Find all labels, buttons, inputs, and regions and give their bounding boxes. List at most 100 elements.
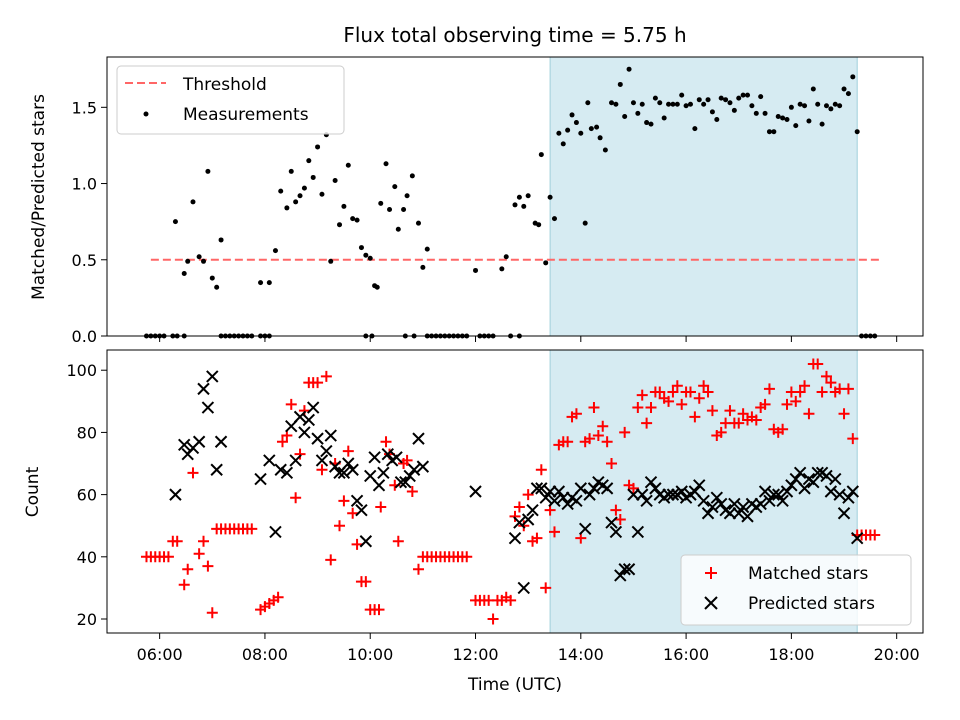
matched-star-point: [684, 386, 696, 398]
measurement-point: [538, 152, 544, 158]
predicted-star-point: [583, 488, 596, 501]
predicted-star-point: [342, 457, 355, 470]
predicted-star-point: [561, 497, 574, 511]
legend-threshold-label: Threshold: [182, 75, 267, 95]
predicted-star-point: [412, 432, 425, 445]
measurement-point: [272, 248, 278, 254]
measurement-point: [345, 162, 351, 168]
predicted-star-point: [521, 513, 535, 526]
matched-star-point: [162, 551, 174, 563]
matched-star-point: [715, 426, 727, 438]
measurement-point: [503, 254, 509, 260]
measurement-point: [293, 199, 299, 205]
measurement-point: [696, 97, 702, 103]
matched-star-point: [375, 501, 387, 513]
matched-star-point: [759, 398, 771, 410]
matched-star-point: [794, 386, 806, 398]
predicted-star-point: [706, 500, 719, 514]
matched-star-point: [373, 604, 385, 616]
matched-star-point: [392, 535, 404, 547]
matched-star-point: [285, 398, 297, 410]
predicted-star-point: [311, 432, 324, 445]
measurement-point: [512, 202, 518, 208]
bottom-plot-marks: [140, 350, 881, 633]
predicted-star-point: [548, 494, 561, 508]
measurement-point: [350, 216, 356, 222]
measurement-point: [387, 206, 393, 212]
legend-matched-swatch: [705, 567, 717, 579]
measurement-point: [731, 107, 737, 113]
matched-star-point: [570, 408, 582, 420]
matched-star-point: [627, 482, 639, 494]
predicted-star-point: [543, 485, 557, 498]
matched-star-point: [198, 535, 210, 547]
measurement-point: [409, 173, 415, 179]
y-tick-label: 40: [77, 548, 97, 567]
measurement-point: [597, 135, 603, 141]
measurement-point: [585, 100, 591, 106]
measurement-point: [594, 124, 600, 130]
measurement-point: [780, 115, 786, 121]
matched-star-point: [592, 430, 604, 442]
measurement-point: [823, 103, 829, 109]
predicted-star-point: [763, 494, 776, 508]
measurement-point: [258, 280, 264, 286]
predicted-star-point: [728, 497, 741, 511]
predicted-star-point: [346, 463, 359, 476]
matched-star-point: [360, 576, 372, 588]
measurement-point: [306, 158, 312, 164]
measurement-point: [692, 126, 698, 132]
matched-star-point: [597, 420, 609, 432]
bottom-y-ticks: 20 40 60 80 100: [66, 361, 107, 629]
measurement-point: [705, 97, 711, 103]
predicted-star-point: [377, 466, 390, 480]
matched-star-point: [316, 464, 328, 476]
bottom-y-axis-label: Count: [23, 466, 43, 517]
matched-star-point: [750, 414, 762, 426]
top-plot: 0.0 0.5 1.0 1.5 Matched/Predicted stars Thr…: [29, 56, 924, 346]
predicted-star-point: [535, 482, 548, 495]
predicted-star-point: [390, 451, 403, 464]
measurement-point: [354, 217, 360, 223]
predicted-star-point: [557, 491, 570, 504]
x-tick-label: 06:00: [137, 645, 183, 664]
matched-star-point: [380, 436, 392, 448]
measurement-point: [328, 258, 334, 264]
measurement-point: [819, 121, 825, 127]
predicted-star-point: [627, 488, 640, 501]
predicted-star-point: [631, 525, 645, 539]
measurement-point: [196, 254, 202, 260]
matched-star-point: [202, 560, 214, 572]
measurement-point: [420, 264, 426, 270]
predicted-star-point: [280, 466, 294, 480]
predicted-star-point: [842, 491, 855, 504]
measurement-point: [266, 280, 272, 286]
predicted-star-point: [201, 401, 215, 414]
matched-star-point: [781, 398, 793, 410]
y-tick-label: 1.0: [72, 175, 97, 194]
predicted-star-point: [337, 466, 351, 480]
top-legend-box: [116, 65, 345, 135]
x-tick-label: 12:00: [452, 645, 498, 664]
predicted-star-point: [552, 485, 566, 498]
measurement-point: [639, 101, 645, 107]
matched-star-point: [347, 507, 359, 519]
bottom-x-ticks: 06:00 08:00 10:00 12:00 14:00 16:00 18:00 20:00: [137, 633, 920, 664]
predicted-star-point: [675, 485, 688, 498]
measurement-point: [810, 86, 816, 92]
predicted-star-point: [776, 494, 789, 508]
y-tick-label: 1.5: [72, 98, 97, 117]
bottom-plot: 20 40 60 80 100 06:00 08:00 10:00 12:00 14:00 16:…: [23, 349, 924, 695]
predicted-star-point: [192, 435, 206, 448]
matched-star-point: [187, 467, 199, 479]
predicted-star-point: [772, 488, 785, 501]
predicted-star-point: [306, 401, 320, 414]
matched-star-point: [702, 386, 714, 398]
matched-star-point: [671, 380, 683, 392]
matched-star-point: [406, 486, 418, 497]
measurement-point: [341, 203, 347, 209]
chart-title: Flux total observing time = 5.75 h: [343, 23, 686, 47]
measurement-point: [674, 101, 680, 107]
matched-star-point: [706, 405, 718, 417]
measurement-point: [332, 177, 338, 183]
